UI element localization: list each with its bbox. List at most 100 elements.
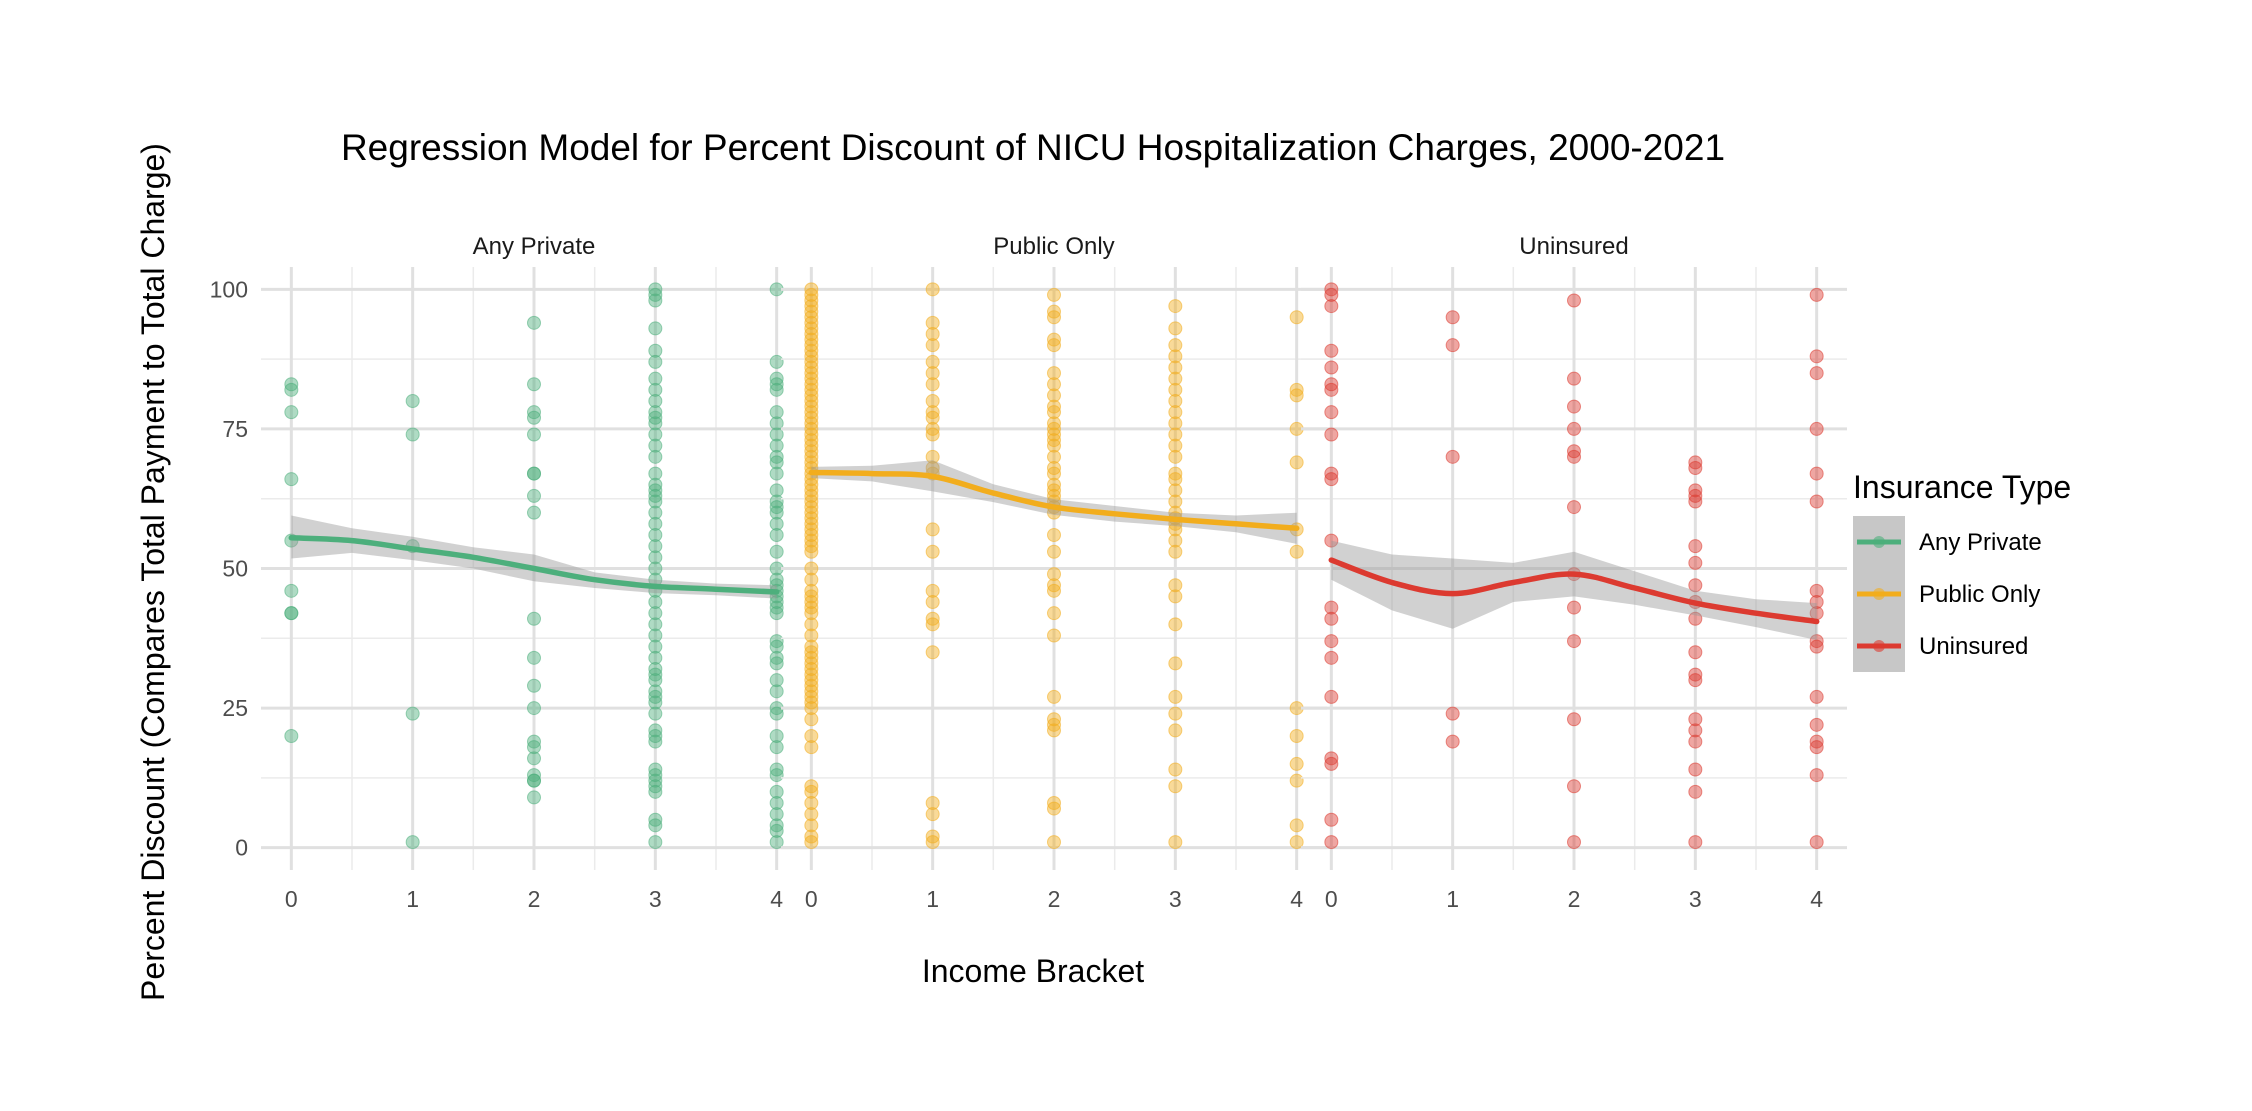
data-point — [769, 427, 784, 442]
data-point — [648, 773, 663, 788]
data-point — [769, 835, 784, 850]
data-point — [1809, 349, 1824, 364]
data-point — [1445, 734, 1460, 749]
data-point — [925, 366, 940, 381]
data-point — [925, 315, 940, 330]
data-point — [1289, 756, 1304, 771]
data-point — [648, 684, 663, 699]
data-point — [1688, 712, 1703, 727]
data-point — [1047, 477, 1061, 492]
data-point — [1047, 544, 1061, 559]
data-point — [804, 388, 819, 403]
x-tick-label: 0 — [805, 886, 818, 912]
data-point — [527, 315, 541, 330]
data-point — [648, 812, 663, 827]
data-point — [804, 595, 819, 609]
panel-uninsured: Uninsured 0 1 2 3 4 — [1301, 233, 1847, 912]
data-point — [648, 371, 663, 386]
data-point — [1289, 388, 1304, 403]
data-point — [925, 617, 940, 632]
x-tick-label: 0 — [1325, 886, 1338, 912]
data-point — [648, 438, 663, 453]
data-point — [1047, 578, 1061, 593]
legend-key-point — [1873, 588, 1885, 600]
data-point — [1289, 310, 1304, 325]
data-point — [648, 427, 663, 442]
data-point — [1567, 500, 1581, 515]
data-point — [925, 807, 940, 822]
data-point — [769, 595, 784, 609]
data-point — [527, 488, 541, 503]
data-point — [648, 416, 663, 431]
data-point — [1324, 377, 1339, 392]
data-point — [925, 583, 940, 598]
data-point — [648, 561, 663, 576]
data-point — [1047, 461, 1061, 475]
data-point — [1567, 449, 1581, 464]
data-point — [1168, 723, 1183, 738]
data-point — [925, 377, 940, 392]
data-point — [769, 382, 784, 397]
data-point — [804, 522, 819, 537]
data-point — [648, 494, 663, 509]
data-point — [804, 299, 819, 314]
data-point — [804, 784, 819, 799]
data-point — [804, 488, 819, 503]
data-point — [769, 706, 784, 721]
data-point — [1047, 438, 1061, 453]
legend-label: Public Only — [1919, 581, 2040, 608]
data-point — [1688, 667, 1703, 682]
data-point — [1047, 488, 1061, 503]
x-tick-label: 3 — [1169, 886, 1182, 912]
data-point — [1809, 421, 1824, 436]
data-point — [1324, 689, 1339, 704]
data-point — [1047, 287, 1061, 302]
data-point — [1567, 421, 1581, 436]
data-point — [1324, 282, 1339, 297]
regression-line — [808, 469, 1300, 532]
data-point — [648, 354, 663, 369]
data-point — [1047, 310, 1061, 325]
data-point — [1168, 338, 1183, 353]
regression-line — [1328, 557, 1820, 625]
data-point — [769, 784, 784, 799]
data-point — [804, 382, 819, 397]
data-point — [1168, 617, 1183, 632]
gridlines — [1301, 267, 1847, 870]
data-point — [804, 544, 819, 559]
data-point — [1809, 768, 1824, 783]
data-point — [1809, 740, 1824, 755]
legend-item-public-only: Public Only — [1853, 568, 2040, 620]
data-point — [1324, 405, 1339, 420]
data-point — [804, 701, 819, 716]
data-point — [1809, 583, 1824, 598]
facet-strip-label: Uninsured — [1519, 233, 1628, 260]
data-point — [1047, 377, 1061, 392]
data-point — [1168, 321, 1183, 336]
data-point — [1168, 349, 1183, 364]
data-point — [804, 416, 819, 431]
data-point — [804, 511, 819, 526]
data-point — [1289, 455, 1304, 470]
data-point — [648, 449, 663, 464]
data-point — [769, 528, 784, 542]
data-point — [1047, 689, 1061, 704]
data-point — [1324, 634, 1339, 649]
data-point — [769, 377, 784, 392]
data-point — [769, 600, 784, 615]
data-point — [804, 377, 819, 392]
data-point — [804, 449, 819, 464]
data-point — [804, 410, 819, 425]
data-point — [1168, 494, 1183, 509]
data-point — [1324, 533, 1339, 548]
data-point — [804, 628, 819, 643]
data-point — [1809, 494, 1824, 509]
data-point — [1047, 796, 1061, 810]
data-point — [1688, 673, 1703, 688]
data-point — [1324, 812, 1339, 827]
panel-public-only: Public Only 0 1 2 3 4 — [781, 233, 1327, 912]
data-point — [769, 416, 784, 431]
x-tick-label: 0 — [285, 886, 298, 912]
data-point — [1168, 472, 1183, 487]
